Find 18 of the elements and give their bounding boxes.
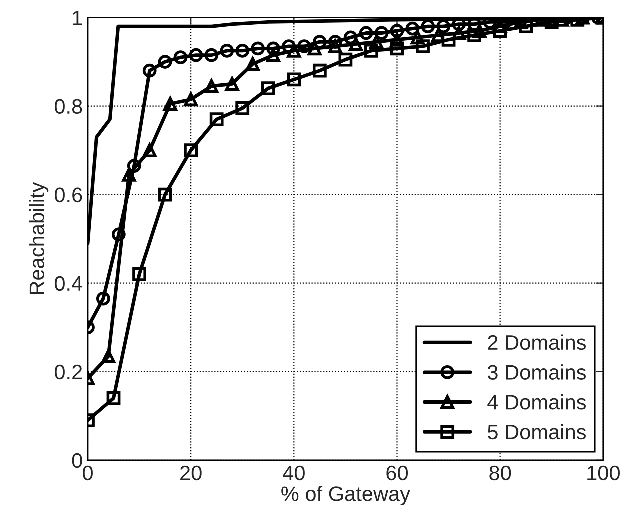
legend-label: 3 Domains: [488, 364, 586, 380]
y-tick-label: 1: [73, 10, 82, 26]
x-tick-label: 40: [283, 466, 305, 481]
y-tick-label: 0.2: [54, 364, 82, 380]
x-tick-label: 60: [386, 466, 408, 481]
x-axis-title: % of Gateway: [282, 486, 411, 506]
y-tick-label: 0.8: [54, 99, 82, 114]
y-axis-title: Reachability: [29, 182, 49, 294]
x-tick-label: 100: [588, 466, 620, 481]
y-tick-label: 0.4: [54, 276, 83, 292]
y-tick-label: 0.6: [54, 188, 82, 203]
x-tick-label: 80: [490, 466, 512, 481]
y-tick-label: 0: [72, 453, 82, 468]
x-tick-label: 20: [180, 466, 202, 481]
legend-label: 5 Domains: [488, 424, 586, 440]
legend-label: 2 Domains: [488, 334, 586, 350]
legend-label: 4 Domains: [488, 394, 586, 410]
x-tick-label: 0: [83, 466, 93, 481]
